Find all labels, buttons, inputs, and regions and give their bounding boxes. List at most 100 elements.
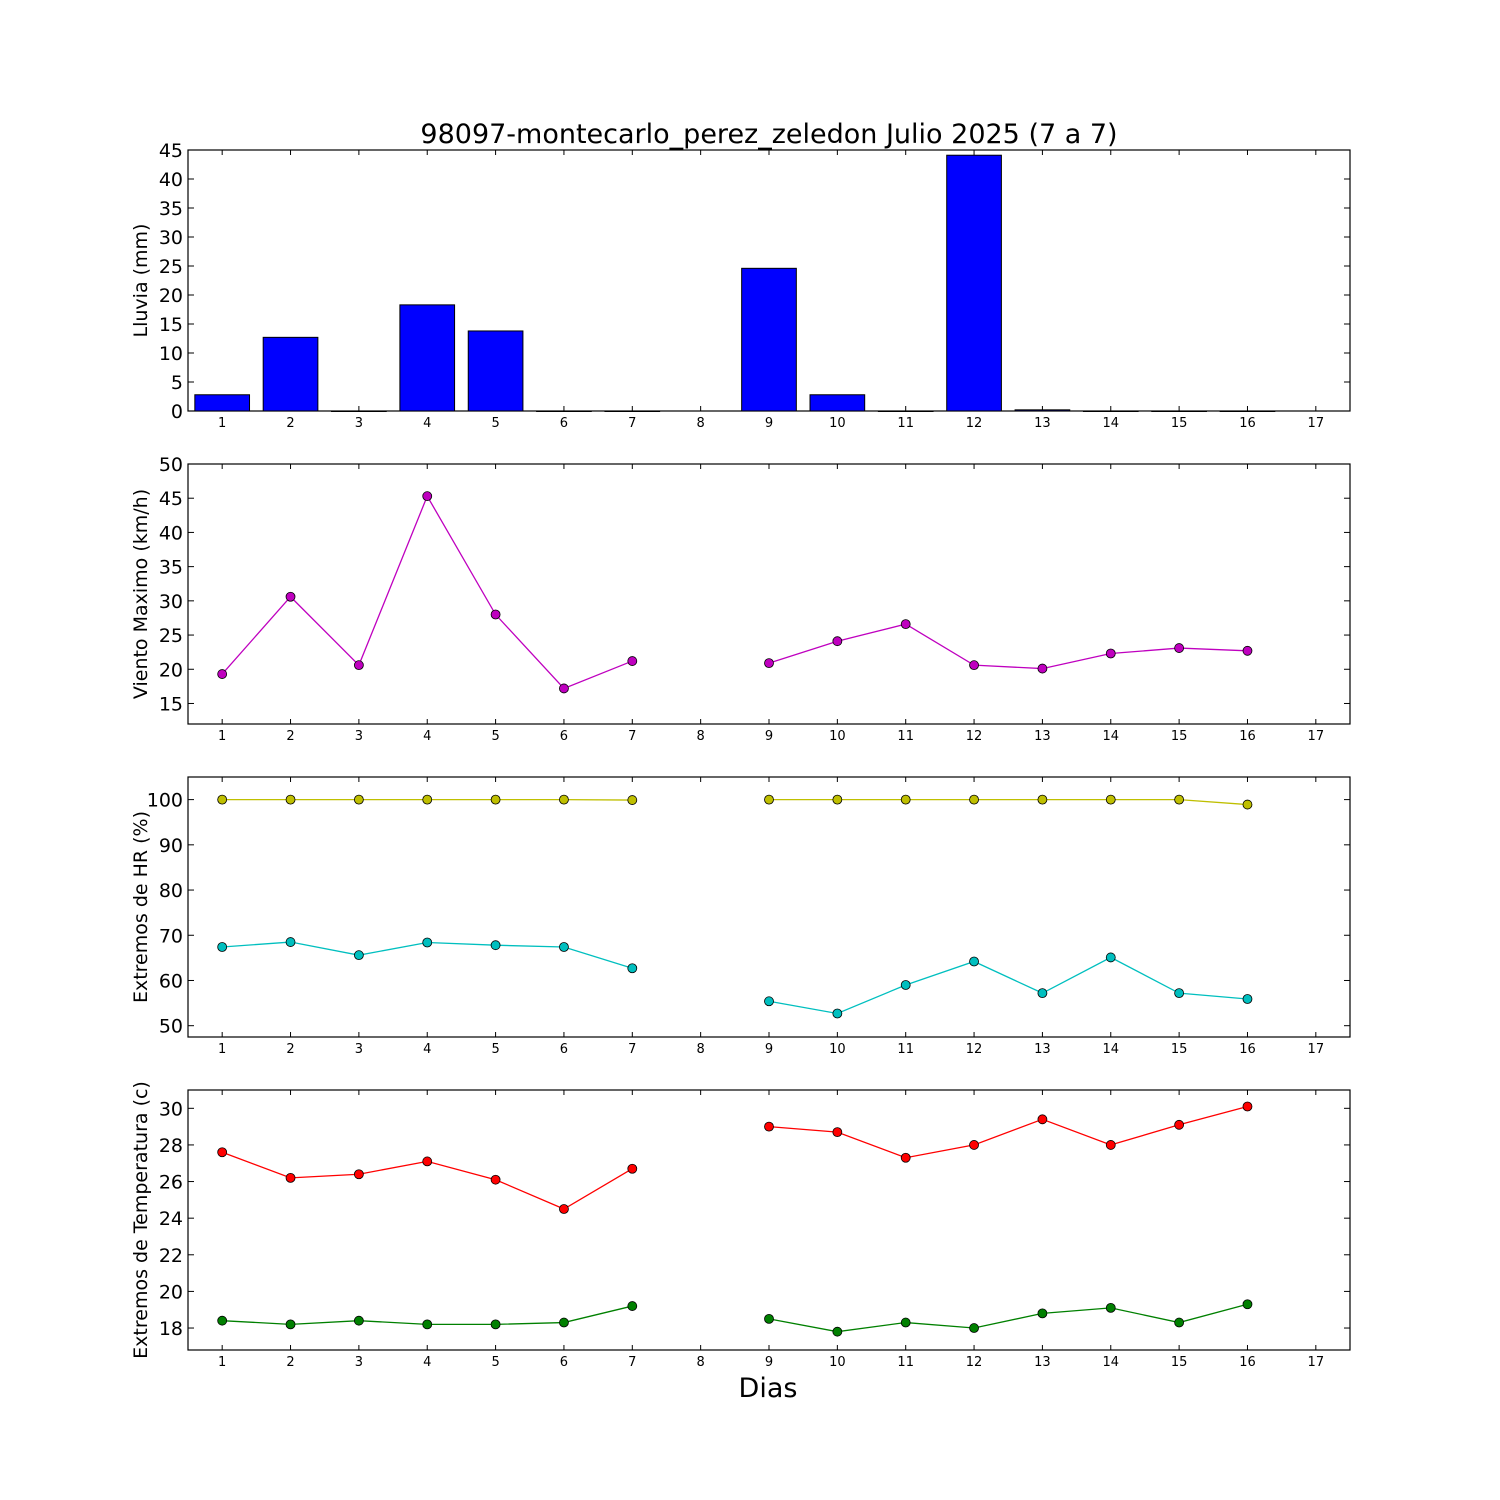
data-point	[832, 636, 843, 647]
x-tick-label: 6	[560, 1042, 568, 1057]
data-point	[1105, 1140, 1116, 1150]
data-point	[627, 963, 638, 974]
data-point	[969, 660, 979, 671]
data-point	[1174, 1119, 1185, 1130]
data-point	[764, 1121, 774, 1132]
data-point	[1105, 794, 1116, 805]
y-tick-label: 15	[159, 314, 183, 336]
data-point	[422, 794, 433, 805]
data-point	[422, 1319, 433, 1330]
x-tick-label: 9	[765, 1355, 773, 1370]
x-tick-label: 1	[218, 729, 226, 744]
y-tick-label: 20	[159, 1281, 183, 1303]
data-point	[353, 794, 364, 805]
data-point	[900, 1152, 911, 1163]
data-point	[1174, 643, 1185, 653]
bar	[1151, 410, 1207, 412]
x-tick-label: 6	[560, 1355, 568, 1370]
x-tick-label: 12	[966, 1355, 983, 1370]
y-tick-label: 0	[171, 401, 183, 423]
data-point	[285, 937, 296, 947]
data-point	[969, 1323, 979, 1333]
bar	[1014, 409, 1071, 412]
x-tick-label: 14	[1102, 729, 1119, 744]
x-tick-label: 11	[897, 729, 914, 744]
x-tick-label: 3	[355, 1355, 363, 1370]
x-tick-label: 15	[1171, 729, 1188, 744]
series-line	[768, 1105, 1248, 1159]
y-tick-label: 100	[147, 790, 183, 812]
data-point	[900, 619, 911, 630]
data-point	[764, 996, 774, 1007]
series-1	[217, 1101, 1253, 1214]
y-tick-label: 24	[159, 1208, 183, 1230]
y-tick-label: 5	[171, 372, 183, 394]
data-point	[900, 1317, 911, 1328]
data-point	[490, 1319, 501, 1330]
y-tick-label: 50	[159, 1016, 183, 1038]
data-point	[559, 683, 569, 694]
y-tick-label: 30	[159, 1098, 183, 1120]
data-point	[285, 591, 296, 602]
data-point	[764, 794, 774, 805]
y-tick-label: 30	[159, 227, 183, 249]
y-tick-label: 40	[159, 169, 183, 191]
data-point	[900, 794, 911, 805]
data-point	[353, 1315, 364, 1326]
x-tick-label: 10	[829, 729, 846, 744]
x-tick-label: 7	[628, 416, 636, 431]
x-tick-label: 5	[491, 1042, 499, 1057]
x-tick-label: 4	[423, 1355, 431, 1370]
x-tick-label: 8	[697, 1042, 705, 1057]
x-tick-label: 12	[966, 416, 983, 431]
panel-4: 1 2 3 4 5 6 7 8 9 10 11 12 13 14 15 16 1718202224262830E…	[130, 1081, 1351, 1370]
data-point	[559, 942, 569, 952]
data-point	[1105, 648, 1116, 659]
x-tick-label: 17	[1308, 1355, 1325, 1370]
x-tick-label: 16	[1239, 729, 1256, 744]
x-tick-label: 5	[491, 416, 499, 431]
panels: 1 2 3 4 5 6 7 8 9 10 11 12 13 14 15 16 17051015202530354…	[130, 140, 1351, 1370]
figure-title: 98097-montecarlo_perez_zeledon Julio 202…	[420, 119, 1117, 150]
y-tick-label: 15	[159, 693, 183, 715]
x-tick-label: 6	[560, 416, 568, 431]
data-point	[285, 794, 296, 805]
y-axis-label: Lluvia (mm)	[130, 224, 152, 338]
y-tick-label: 80	[159, 880, 183, 902]
data-point	[627, 795, 638, 805]
x-tick-label: 11	[897, 416, 914, 431]
y-tick-label: 40	[159, 522, 183, 544]
panel-1: 1 2 3 4 5 6 7 8 9 10 11 12 13 14 15 16 17051015202530354…	[130, 140, 1351, 431]
data-point	[1037, 1308, 1048, 1319]
x-tick-label: 8	[697, 729, 705, 744]
x-tick-label: 15	[1171, 416, 1188, 431]
data-point	[217, 1147, 228, 1158]
data-point	[832, 1127, 843, 1138]
x-tick-label: 17	[1308, 416, 1325, 431]
x-tick-label: 8	[697, 416, 705, 431]
x-tick-label: 17	[1308, 1042, 1325, 1057]
bar	[946, 154, 1002, 412]
x-tick-label: 1	[218, 416, 226, 431]
panel-3: 1 2 3 4 5 6 7 8 9 10 11 12 13 14 15 16 175060708090100Ex…	[130, 776, 1351, 1057]
y-tick-label: 90	[159, 835, 183, 857]
data-point	[422, 937, 433, 948]
data-point	[422, 491, 433, 502]
data-point	[1242, 799, 1253, 810]
x-tick-label: 7	[628, 1355, 636, 1370]
data-point	[285, 1319, 296, 1330]
data-point	[1037, 988, 1048, 999]
data-point	[627, 656, 638, 666]
panel-2: 1 2 3 4 5 6 7 8 9 10 11 12 13 14 15 16 17152025303540455…	[130, 454, 1351, 744]
data-point	[353, 950, 364, 961]
x-tick-label: 15	[1171, 1042, 1188, 1057]
data-point	[764, 1313, 774, 1324]
x-tick-label: 16	[1239, 1042, 1256, 1057]
x-tick-label: 2	[286, 416, 294, 431]
x-tick-label: 13	[1034, 729, 1051, 744]
x-tick-label: 9	[765, 729, 773, 744]
x-axis-label: Dias	[739, 1373, 798, 1404]
x-tick-label: 8	[697, 1355, 705, 1370]
series-line	[769, 798, 1248, 806]
data-point	[559, 1204, 569, 1214]
